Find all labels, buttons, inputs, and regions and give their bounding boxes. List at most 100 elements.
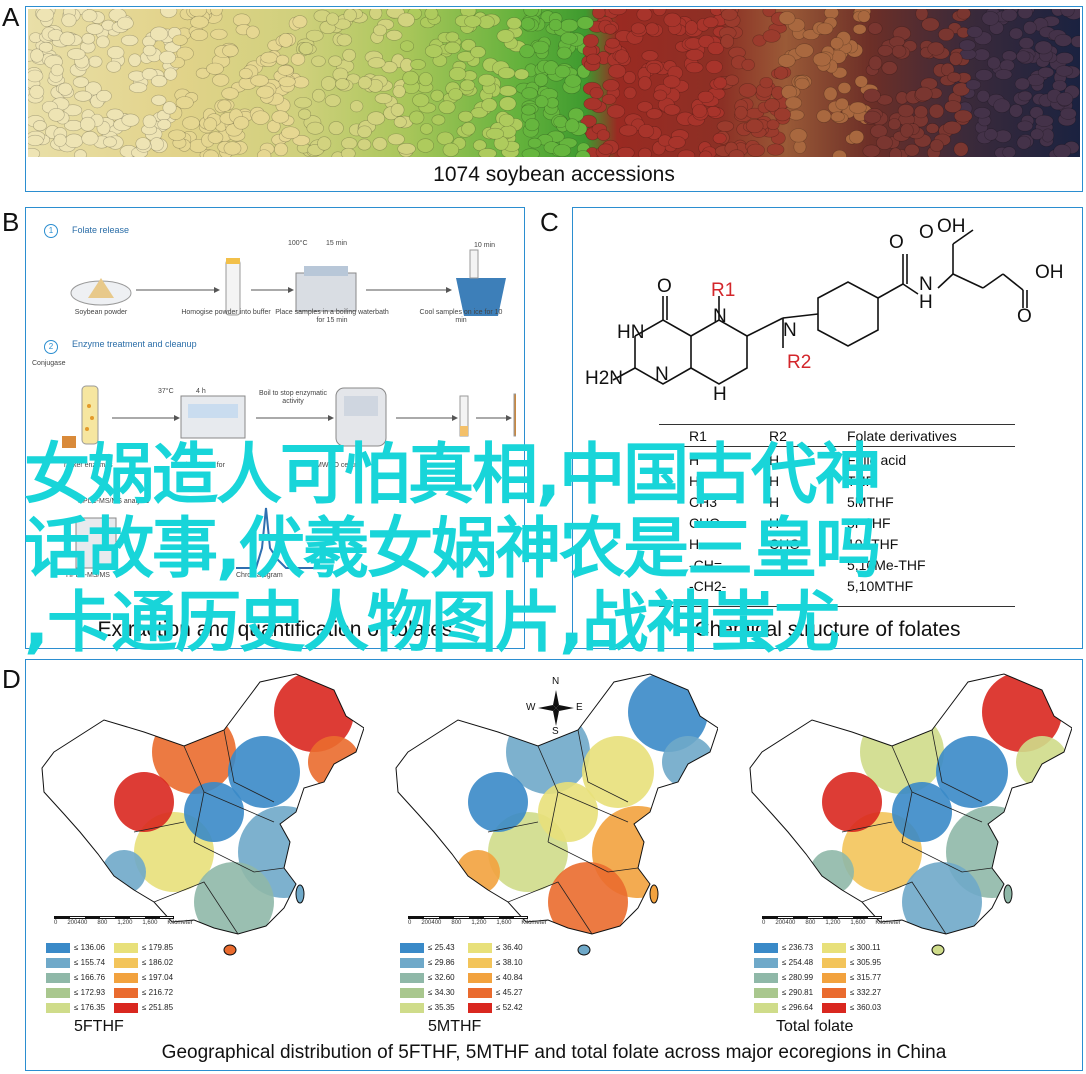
table-header-r2: R2 (769, 428, 787, 444)
label-centri: MWCO centri (316, 462, 358, 469)
legend-item: ≤ 360.03 (822, 1000, 890, 1015)
soybean-photo (28, 9, 1080, 157)
legend-label: ≤ 45.27 (496, 988, 523, 997)
panel-a: 1074 soybean accessions (25, 6, 1083, 192)
step1-time2: 10 min (474, 242, 496, 249)
panel-d-letter: D (2, 664, 21, 694)
table-row-2-col-2: H (769, 473, 780, 489)
scale-bar-1: 0 200400 800 1,200 1,600 Kilometer (54, 916, 193, 926)
legend-swatch (754, 957, 778, 968)
legend-item: ≤ 216.72 (114, 985, 182, 1000)
map-legend-1: ≤ 136.06 ≤ 155.74 ≤ 166.76 ≤ 172.93 ≤ 176.35… (46, 940, 182, 1015)
table-header-r1: R1 (689, 428, 707, 444)
legend-item: ≤ 251.85 (114, 1000, 182, 1015)
legend-label: ≤ 179.85 (142, 943, 174, 952)
folate-structure (612, 229, 1028, 385)
map-1 (34, 672, 365, 990)
legend-swatch (400, 942, 424, 953)
legend-item: ≤ 40.84 (468, 970, 536, 985)
table-row-7-col-3: 5,10MTHF (847, 578, 914, 594)
scale-tick: 1,200 (117, 920, 133, 926)
step1-time: 15 min (326, 240, 348, 247)
map-legend-2: ≤ 25.43 ≤ 29.86 ≤ 32.60 ≤ 34.30 ≤ 35.35 ≤ 36.… (400, 940, 536, 1015)
legend-item: ≤ 197.04 (114, 970, 182, 985)
legend-label: ≤ 197.04 (142, 973, 174, 982)
step2-conjugase: Conjugase (32, 360, 66, 367)
legend-item: ≤ 172.93 (46, 985, 114, 1000)
legend-swatch (46, 972, 70, 983)
legend-item: ≤ 254.48 (754, 955, 822, 970)
legend-swatch (114, 972, 138, 983)
legend-item: ≤ 290.81 (754, 985, 822, 1000)
table-header-derivatives: Folate derivatives (847, 428, 957, 444)
atom-o4: O (657, 276, 672, 297)
compass-rose-icon (538, 690, 574, 726)
atom-h2: H (713, 384, 727, 405)
scale-tick: 1,200 (471, 920, 487, 926)
map-title-3: Total folate (776, 1018, 854, 1035)
legend-label: ≤ 315.77 (850, 973, 882, 982)
step1-temp: 100°C (288, 240, 308, 247)
panel-b-letter: B (2, 207, 20, 237)
atom-n4: N (783, 320, 797, 341)
legend-label: ≤ 186.02 (142, 958, 174, 967)
panel-c-letter: C (540, 207, 559, 237)
legend-label: ≤ 305.95 (850, 958, 882, 967)
table-header-rule (659, 446, 1015, 447)
table-bottom-rule (659, 606, 1015, 607)
label-incubator: incubator for (186, 462, 225, 469)
china-map-1 (41, 673, 365, 956)
legend-swatch (754, 1002, 778, 1013)
step1-illustrations (70, 249, 506, 316)
panel-b-caption: Extraction and quantification of folates (97, 618, 453, 641)
map-legend-3: ≤ 236.73 ≤ 254.48 ≤ 280.99 ≤ 290.81 ≤ 296.64… (754, 940, 890, 1015)
panel-c-caption: Chemical structure of folates (694, 618, 961, 641)
atom-r1: R1 (711, 280, 736, 301)
scale-tick: 0 (762, 920, 766, 926)
legend-label: ≤ 216.72 (142, 988, 174, 997)
legend-label: ≤ 35.35 (428, 1003, 455, 1012)
china-map-3 (749, 673, 1073, 956)
scale-tick: 800 (451, 920, 462, 926)
legend-swatch (114, 957, 138, 968)
step2-temp: 37°C (158, 388, 174, 395)
table-row-6-col-1: -CH= (689, 557, 723, 573)
scale-tick: 0 (54, 920, 58, 926)
scale-tick: 200400 (67, 920, 88, 926)
legend-swatch (400, 1002, 424, 1013)
legend-item: ≤ 136.06 (46, 940, 114, 955)
legend-item: ≤ 38.10 (468, 955, 536, 970)
step1-item-1: Soybean powder (74, 309, 128, 316)
legend-item: ≤ 155.74 (46, 955, 114, 970)
label-enzymes: nicker enzymes (64, 462, 113, 469)
table-row-3-col-1: CH3 (689, 494, 718, 510)
scale-unit: Kilometer (875, 920, 901, 926)
legend-item: ≤ 315.77 (822, 970, 890, 985)
legend-label: ≤ 38.10 (496, 958, 523, 967)
legend-label: ≤ 40.84 (496, 973, 523, 982)
panel-c: O OH OH O O O N H N HN N N H H2N R1 R2 R… (572, 207, 1083, 649)
table-row-2-col-3: THF (847, 473, 875, 489)
table-row-7-col-1: -CH2- (689, 578, 727, 594)
panel-a-letter: A (2, 2, 20, 32)
legend-item: ≤ 300.11 (822, 940, 890, 955)
compass-w: W (526, 702, 536, 713)
table-top-rule (659, 424, 1015, 425)
legend-swatch (822, 942, 846, 953)
label-hplc-analysis: HPLC-MS/MS analysis (78, 498, 150, 505)
table-row-6-col-3: 5,10Me-THF (847, 557, 926, 573)
panel-a-caption: 1074 soybean accessions (433, 163, 675, 186)
atom-o2: O (889, 232, 904, 253)
scale-tick: 800 (805, 920, 816, 926)
legend-item: ≤ 52.42 (468, 1000, 536, 1015)
step1-item-2: Homogise powder into buffer (181, 309, 271, 316)
step2-boil: Boil to stop enzymatic activity (258, 390, 328, 405)
legend-swatch (400, 987, 424, 998)
atom-hn: HN (617, 322, 645, 343)
legend-label: ≤ 136.06 (74, 943, 106, 952)
legend-item: ≤ 280.99 (754, 970, 822, 985)
scale-tick: 800 (97, 920, 108, 926)
legend-swatch (822, 987, 846, 998)
legend-item: ≤ 36.40 (468, 940, 536, 955)
legend-label: ≤ 254.48 (782, 958, 814, 967)
